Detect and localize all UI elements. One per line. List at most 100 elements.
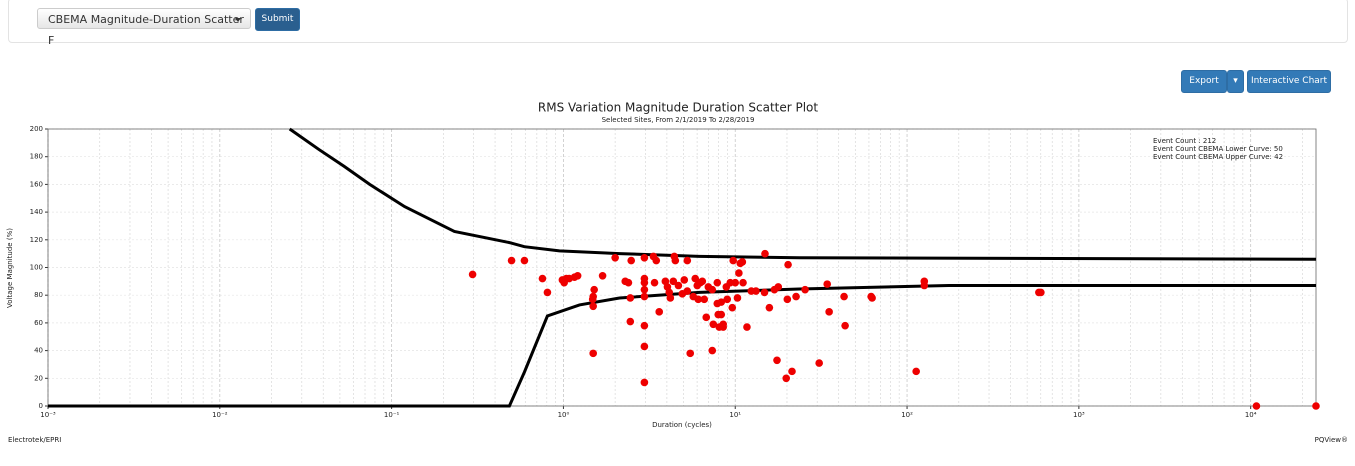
- plot-frame: [47, 128, 1317, 407]
- event-point: [761, 249, 769, 258]
- chart-subtitle: Selected Sites, From 2/1/2019 To 2/28/20…: [602, 116, 755, 124]
- event-point: [627, 256, 636, 265]
- export-button[interactable]: Export: [1181, 70, 1227, 93]
- event-point: [743, 323, 751, 331]
- y-tick-label: 20: [34, 374, 43, 382]
- event-point: [708, 285, 717, 294]
- x-tick-label: 10⁻²: [212, 411, 228, 419]
- event-point: [573, 272, 582, 280]
- event-point: [729, 256, 738, 265]
- event-point: [666, 294, 675, 302]
- footer-left: Electrotek/EPRI: [8, 436, 61, 444]
- y-tick-label: 120: [30, 236, 43, 244]
- y-tick-label: 60: [34, 319, 43, 327]
- y-tick-label: 140: [30, 208, 43, 216]
- cbema-curve: [48, 284, 1316, 408]
- event-point: [686, 349, 695, 358]
- event-point: [589, 302, 597, 311]
- event-point: [728, 303, 737, 312]
- event-point: [652, 256, 661, 265]
- event-point: [598, 272, 607, 280]
- event-point: [538, 274, 547, 283]
- event-point: [650, 278, 659, 287]
- event-point: [723, 295, 732, 304]
- cbema-curve: [288, 127, 1317, 261]
- interactive-chart-button[interactable]: Interactive Chart: [1247, 70, 1331, 93]
- event-point: [640, 254, 649, 262]
- event-point: [640, 321, 649, 330]
- event-point: [792, 292, 800, 301]
- event-point: [671, 256, 680, 265]
- x-tick-label: 10²: [901, 411, 913, 419]
- event-point: [626, 294, 635, 302]
- control-panel: [8, 0, 1348, 43]
- annotation: Event Count CBEMA Lower Curve: 50: [1153, 145, 1283, 153]
- event-point: [815, 359, 823, 367]
- event-point: [683, 256, 692, 265]
- event-point: [640, 342, 649, 351]
- export-caret[interactable]: ▾: [1227, 70, 1244, 93]
- report-dropdown[interactable]: CBEMA Magnitude-Duration Scatter F: [37, 8, 251, 47]
- x-tick-label: 10⁴: [1245, 411, 1257, 419]
- event-point: [507, 256, 516, 265]
- x-tick-label: 10³: [1073, 411, 1085, 419]
- footer-right: PQView®: [1315, 436, 1348, 444]
- chart-title: RMS Variation Magnitude Duration Scatter…: [538, 101, 819, 115]
- event-point: [640, 278, 649, 287]
- event-point: [719, 320, 728, 329]
- event-point: [468, 270, 477, 279]
- event-point: [700, 295, 709, 304]
- event-point: [739, 278, 747, 287]
- event-point: [611, 254, 619, 262]
- event-point: [674, 281, 683, 290]
- event-point: [694, 295, 703, 304]
- event-point: [868, 294, 876, 302]
- event-point: [691, 274, 700, 283]
- annotation: Event Count : 212: [1153, 137, 1216, 145]
- event-point: [912, 367, 920, 376]
- y-tick-label: 180: [30, 153, 43, 161]
- event-point: [717, 310, 726, 319]
- event-point: [773, 356, 781, 365]
- y-tick-label: 40: [34, 347, 43, 355]
- event-point: [735, 269, 743, 277]
- submit-button[interactable]: Submit: [255, 8, 300, 31]
- event-point: [752, 287, 760, 295]
- annotation: Event Count CBEMA Upper Curve: 42: [1153, 153, 1283, 161]
- event-point: [774, 283, 783, 291]
- event-point: [825, 308, 833, 316]
- y-axis-label: Voltage Magnitude (%): [6, 228, 14, 308]
- event-point: [702, 313, 711, 322]
- event-point: [823, 280, 832, 288]
- event-point: [588, 295, 597, 304]
- event-point: [698, 277, 707, 286]
- event-point: [731, 278, 740, 287]
- event-point: [840, 292, 848, 301]
- event-point: [640, 292, 649, 301]
- event-point: [709, 320, 718, 329]
- event-point: [708, 346, 717, 355]
- x-tick-label: 10¹: [729, 411, 741, 419]
- event-point: [520, 256, 529, 265]
- event-point: [920, 281, 929, 290]
- x-tick-label: 10⁰: [558, 411, 570, 419]
- event-point: [760, 288, 769, 297]
- x-tick-label: 10⁻³: [40, 411, 56, 419]
- event-point: [801, 285, 809, 294]
- event-point: [782, 374, 791, 383]
- event-point: [784, 260, 792, 269]
- event-point: [680, 276, 689, 284]
- event-point: [683, 287, 692, 295]
- y-tick-label: 100: [30, 264, 43, 272]
- event-point: [783, 295, 792, 304]
- event-point: [655, 308, 664, 316]
- y-tick-label: 200: [30, 125, 43, 133]
- event-point: [589, 349, 597, 358]
- event-point: [717, 298, 726, 306]
- x-tick-label: 10⁻¹: [384, 411, 400, 419]
- event-point: [1252, 402, 1261, 410]
- event-point: [841, 321, 849, 330]
- event-point: [1312, 402, 1320, 410]
